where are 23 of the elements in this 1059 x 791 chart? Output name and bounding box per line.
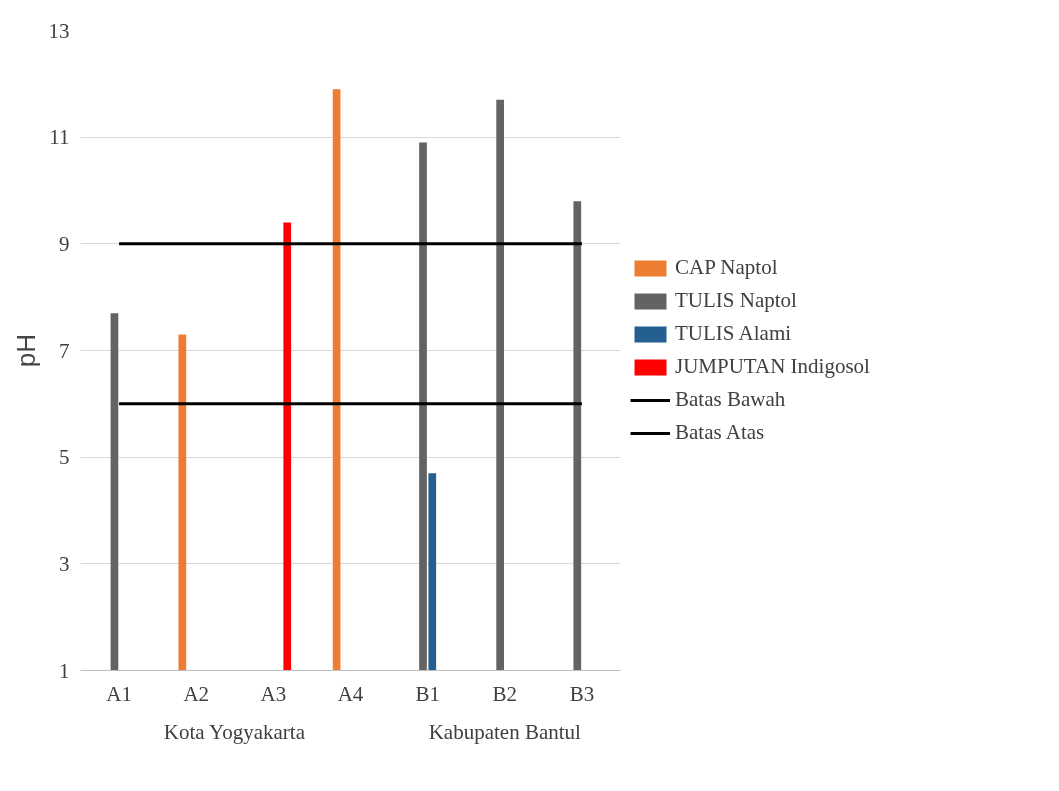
text: Kabupaten Bantul bbox=[428, 719, 582, 744]
text: Kota Yogyakarta bbox=[163, 719, 306, 744]
y-tick-label: 1 bbox=[59, 658, 70, 683]
legend-label: Batas Atas bbox=[675, 420, 765, 445]
y-axis-title: pH bbox=[10, 333, 41, 368]
x-tick-label: B1 bbox=[415, 681, 440, 706]
legend-label: TULIS Naptol bbox=[675, 288, 797, 313]
legend-label: JUMPUTAN Indigosol bbox=[675, 354, 870, 379]
y-tick-label: 11 bbox=[49, 125, 70, 150]
y-tick-label: 5 bbox=[59, 445, 70, 470]
legend-label: CAP Naptol bbox=[675, 255, 778, 280]
x-tick-label: A1 bbox=[106, 681, 132, 706]
x-tick-label: B3 bbox=[569, 681, 595, 706]
x-tick-label: A3 bbox=[260, 681, 287, 706]
legend-label: TULIS Alami bbox=[675, 321, 792, 346]
y-tick-label: 7 bbox=[59, 338, 70, 363]
y-tick-label: 9 bbox=[59, 231, 70, 256]
y-tick-label: 3 bbox=[59, 551, 70, 576]
x-tick-label: B2 bbox=[492, 681, 518, 706]
y-tick-label: 13 bbox=[48, 18, 70, 43]
x-tick-label: A4 bbox=[337, 681, 364, 706]
x-tick-label: A2 bbox=[183, 681, 210, 706]
legend-label: Batas Bawah bbox=[675, 387, 786, 412]
